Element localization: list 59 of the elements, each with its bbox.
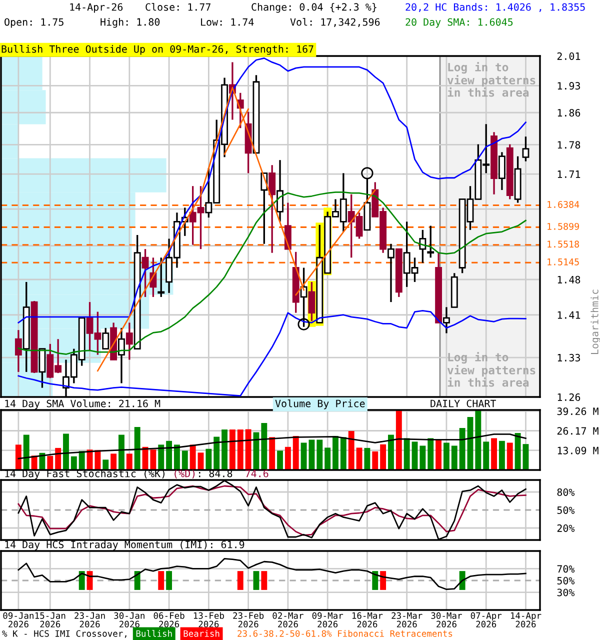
annotation: Log in to view patterns in this area	[447, 62, 536, 97]
text: Close: 1.77	[146, 3, 210, 11]
text: Bearish	[184, 630, 220, 637]
text: Bullish Three Outside Up on 09-Mar-26, Strength: 167	[2, 45, 314, 55]
x-tick-label: 14-Apr 2026	[510, 612, 542, 628]
y-tick-label: 50%	[557, 506, 575, 514]
text: 14-Apr-26	[70, 3, 123, 13]
x-tick-label: 15-Jan 2026	[35, 612, 66, 628]
x-tick-label: 07-Apr 2026	[470, 612, 502, 628]
y-tick-label: 1.93	[558, 82, 580, 90]
text: 20 Day SMA: 1.6045	[406, 18, 513, 28]
text: 23.6-38.2-50-61.8% Fibonacci Retracements	[238, 630, 452, 637]
text: 20,2 HC Bands: 1.4026 , 1.8355	[406, 3, 585, 12]
y-tick-label: 1.41	[558, 311, 580, 319]
chart-title: 14 Day SMA Volume: 21.16 M	[5, 400, 160, 410]
x-tick-label: 30-Jan 2026	[114, 612, 144, 628]
annotation: (%D)	[174, 470, 195, 478]
x-tick-label: 02-Mar 2026	[272, 612, 304, 628]
text: Change: 0.04 {+2.3 %}	[252, 3, 376, 13]
y-tick-label: 70%	[557, 565, 575, 573]
y-tick-label: 1.78	[558, 141, 580, 149]
x-tick-label: 23-Jan 2026	[74, 612, 105, 628]
x-tick-label: 09-Mar 2026	[312, 612, 344, 628]
x-tick-label: 30-Mar 2026	[431, 612, 462, 628]
y-tick-label: 30%	[557, 588, 575, 596]
legend-title: % K - HCS IMI Crossover,	[2, 630, 126, 638]
ref-line-label: 1.6384	[548, 201, 580, 208]
y-tick-label: 1.26	[558, 393, 580, 401]
y-tick-label: 50%	[557, 576, 575, 584]
ref-line-label: 1.5145	[548, 258, 579, 266]
y-tick-label: 1.33	[558, 354, 580, 362]
y-tick-label: 13.09 M	[558, 446, 598, 454]
y-tick-label: 1.48	[558, 276, 580, 284]
y-axis-title: Logarithmic	[590, 290, 600, 354]
annotation: Log in to view patterns in this area	[447, 352, 536, 387]
text: Vol: 17,342,596	[290, 18, 380, 28]
y-tick-label: 1.71	[558, 170, 580, 178]
y-tick-label: 26.17 M	[557, 427, 598, 435]
y-tick-label: 80%	[557, 488, 575, 496]
ref-line-label: 1.5518	[548, 240, 579, 248]
chart-title: 14 Day HCS Intraday Momentum (IMI): 61.9	[5, 540, 244, 550]
x-tick-label: 23-Mar 2026	[392, 612, 422, 628]
text: Low: 1.74	[201, 18, 254, 26]
text: High: 1.80	[100, 18, 160, 28]
x-tick-label: 16-Mar 2026	[352, 612, 383, 628]
text: DAILY CHART	[430, 400, 496, 408]
y-tick-label: 39.26 M	[557, 408, 598, 416]
text: Volume By Price	[275, 400, 365, 410]
text: Bullish	[136, 630, 172, 637]
x-tick-label: 13-Feb 2026	[194, 612, 224, 628]
y-tick-label: 20%	[557, 524, 575, 532]
y-tick-label: 1.86	[558, 109, 580, 117]
x-tick-label: 23-Feb 2026	[233, 612, 264, 628]
text: Open: 1.75	[4, 18, 64, 28]
ref-line-label: 1.5899	[548, 222, 579, 230]
annotation: 74.6	[245, 470, 268, 478]
y-tick-label: 2.01	[557, 52, 580, 60]
x-tick-label: 06-Feb 2026	[154, 612, 184, 628]
x-tick-label: 09-Jan 2026	[3, 612, 34, 628]
